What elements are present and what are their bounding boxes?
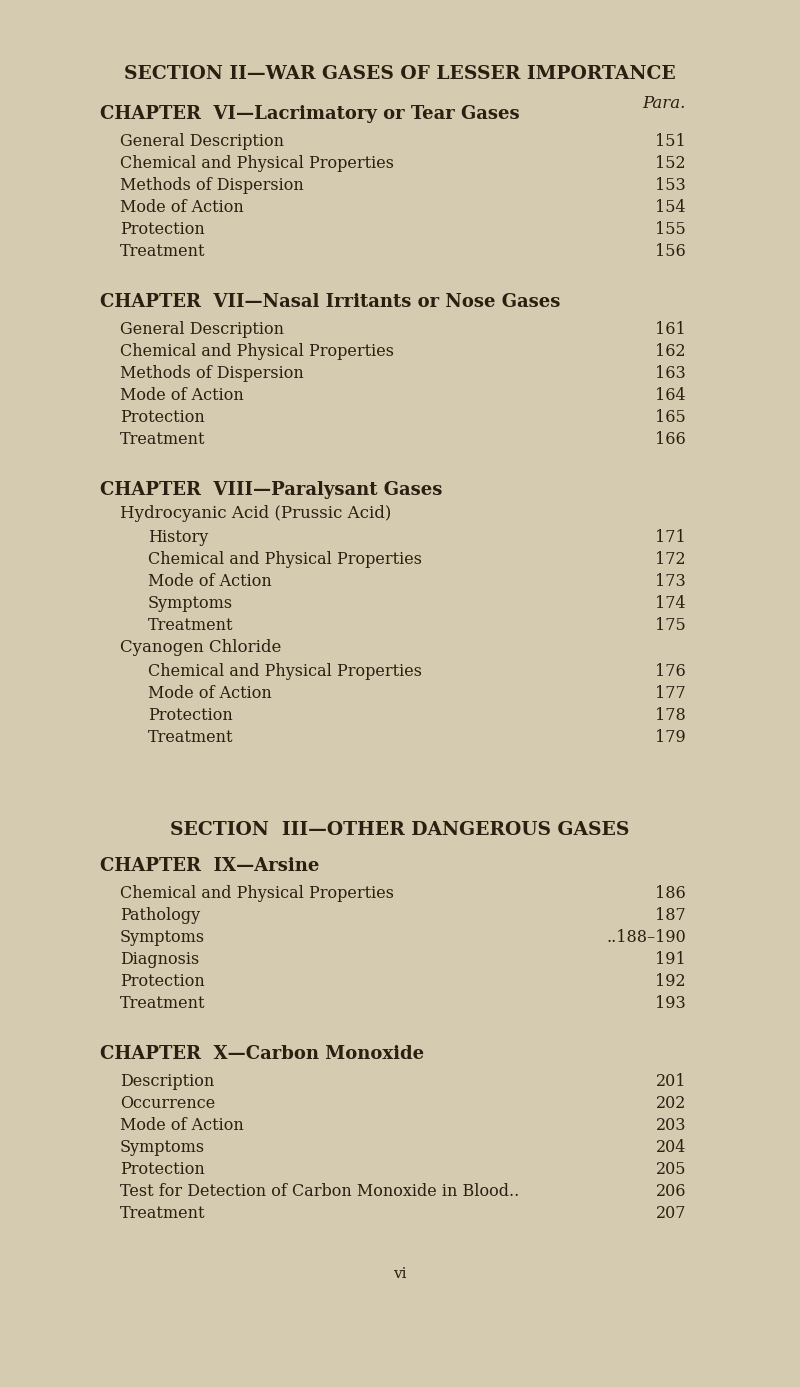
Text: Methods of Dispersion: Methods of Dispersion bbox=[120, 178, 304, 194]
Text: Test for Detection of Carbon Monoxide in Blood..: Test for Detection of Carbon Monoxide in… bbox=[120, 1183, 519, 1200]
Text: Chemical and Physical Properties: Chemical and Physical Properties bbox=[120, 343, 394, 361]
Text: Mode of Action: Mode of Action bbox=[120, 1117, 244, 1135]
Text: General Description: General Description bbox=[120, 320, 284, 338]
Text: 191: 191 bbox=[655, 951, 686, 968]
Text: 205: 205 bbox=[655, 1161, 686, 1178]
Text: 202: 202 bbox=[656, 1094, 686, 1112]
Text: 165: 165 bbox=[655, 409, 686, 426]
Text: Chemical and Physical Properties: Chemical and Physical Properties bbox=[148, 551, 422, 569]
Text: vi: vi bbox=[394, 1266, 406, 1282]
Text: 193: 193 bbox=[655, 994, 686, 1013]
Text: 154: 154 bbox=[655, 198, 686, 216]
Text: 161: 161 bbox=[655, 320, 686, 338]
Text: Protection: Protection bbox=[120, 974, 205, 990]
Text: CHAPTER  VII—Nasal Irritants or Nose Gases: CHAPTER VII—Nasal Irritants or Nose Gase… bbox=[100, 293, 560, 311]
Text: 156: 156 bbox=[655, 243, 686, 259]
Text: 179: 179 bbox=[655, 730, 686, 746]
Text: Mode of Action: Mode of Action bbox=[148, 573, 272, 589]
Text: 152: 152 bbox=[655, 155, 686, 172]
Text: Protection: Protection bbox=[148, 707, 233, 724]
Text: 203: 203 bbox=[655, 1117, 686, 1135]
Text: Mode of Action: Mode of Action bbox=[148, 685, 272, 702]
Text: 186: 186 bbox=[655, 885, 686, 902]
Text: Occurrence: Occurrence bbox=[120, 1094, 215, 1112]
Text: Symptoms: Symptoms bbox=[148, 595, 233, 612]
Text: Symptoms: Symptoms bbox=[120, 929, 205, 946]
Text: 153: 153 bbox=[655, 178, 686, 194]
Text: 164: 164 bbox=[655, 387, 686, 404]
Text: 171: 171 bbox=[655, 528, 686, 546]
Text: Mode of Action: Mode of Action bbox=[120, 198, 244, 216]
Text: Pathology: Pathology bbox=[120, 907, 200, 924]
Text: SECTION  III—OTHER DANGEROUS GASES: SECTION III—OTHER DANGEROUS GASES bbox=[170, 821, 630, 839]
Text: 204: 204 bbox=[656, 1139, 686, 1155]
Text: 187: 187 bbox=[655, 907, 686, 924]
Text: CHAPTER  IX—Arsine: CHAPTER IX—Arsine bbox=[100, 857, 319, 875]
Text: Hydrocyanic Acid (Prussic Acid): Hydrocyanic Acid (Prussic Acid) bbox=[120, 505, 391, 522]
Text: 173: 173 bbox=[655, 573, 686, 589]
Text: ..188–190: ..188–190 bbox=[606, 929, 686, 946]
Text: Protection: Protection bbox=[120, 1161, 205, 1178]
Text: Protection: Protection bbox=[120, 221, 205, 239]
Text: Protection: Protection bbox=[120, 409, 205, 426]
Text: Treatment: Treatment bbox=[120, 994, 206, 1013]
Text: Diagnosis: Diagnosis bbox=[120, 951, 199, 968]
Text: CHAPTER  VIII—Paralysant Gases: CHAPTER VIII—Paralysant Gases bbox=[100, 481, 442, 499]
Text: 207: 207 bbox=[655, 1205, 686, 1222]
Text: 176: 176 bbox=[655, 663, 686, 680]
Text: Treatment: Treatment bbox=[120, 243, 206, 259]
Text: Chemical and Physical Properties: Chemical and Physical Properties bbox=[120, 885, 394, 902]
Text: CHAPTER  VI—Lacrimatory or Tear Gases: CHAPTER VI—Lacrimatory or Tear Gases bbox=[100, 105, 520, 123]
Text: Treatment: Treatment bbox=[120, 431, 206, 448]
Text: 177: 177 bbox=[655, 685, 686, 702]
Text: 151: 151 bbox=[655, 133, 686, 150]
Text: History: History bbox=[148, 528, 208, 546]
Text: Treatment: Treatment bbox=[120, 1205, 206, 1222]
Text: Symptoms: Symptoms bbox=[120, 1139, 205, 1155]
Text: 166: 166 bbox=[655, 431, 686, 448]
Text: 178: 178 bbox=[655, 707, 686, 724]
Text: Chemical and Physical Properties: Chemical and Physical Properties bbox=[120, 155, 394, 172]
Text: 163: 163 bbox=[655, 365, 686, 381]
Text: Treatment: Treatment bbox=[148, 617, 234, 634]
Text: 155: 155 bbox=[655, 221, 686, 239]
Text: General Description: General Description bbox=[120, 133, 284, 150]
Text: Mode of Action: Mode of Action bbox=[120, 387, 244, 404]
Text: SECTION II—WAR GASES OF LESSER IMPORTANCE: SECTION II—WAR GASES OF LESSER IMPORTANC… bbox=[124, 65, 676, 83]
Text: 201: 201 bbox=[655, 1074, 686, 1090]
Text: Para.: Para. bbox=[642, 94, 686, 112]
Text: Chemical and Physical Properties: Chemical and Physical Properties bbox=[148, 663, 422, 680]
Text: 172: 172 bbox=[655, 551, 686, 569]
Text: 174: 174 bbox=[655, 595, 686, 612]
Text: Methods of Dispersion: Methods of Dispersion bbox=[120, 365, 304, 381]
Text: CHAPTER  X—Carbon Monoxide: CHAPTER X—Carbon Monoxide bbox=[100, 1044, 424, 1062]
Text: Treatment: Treatment bbox=[148, 730, 234, 746]
Text: 206: 206 bbox=[655, 1183, 686, 1200]
Text: Cyanogen Chloride: Cyanogen Chloride bbox=[120, 639, 282, 656]
Text: 192: 192 bbox=[655, 974, 686, 990]
Text: 175: 175 bbox=[655, 617, 686, 634]
Text: 162: 162 bbox=[655, 343, 686, 361]
Text: Description: Description bbox=[120, 1074, 214, 1090]
